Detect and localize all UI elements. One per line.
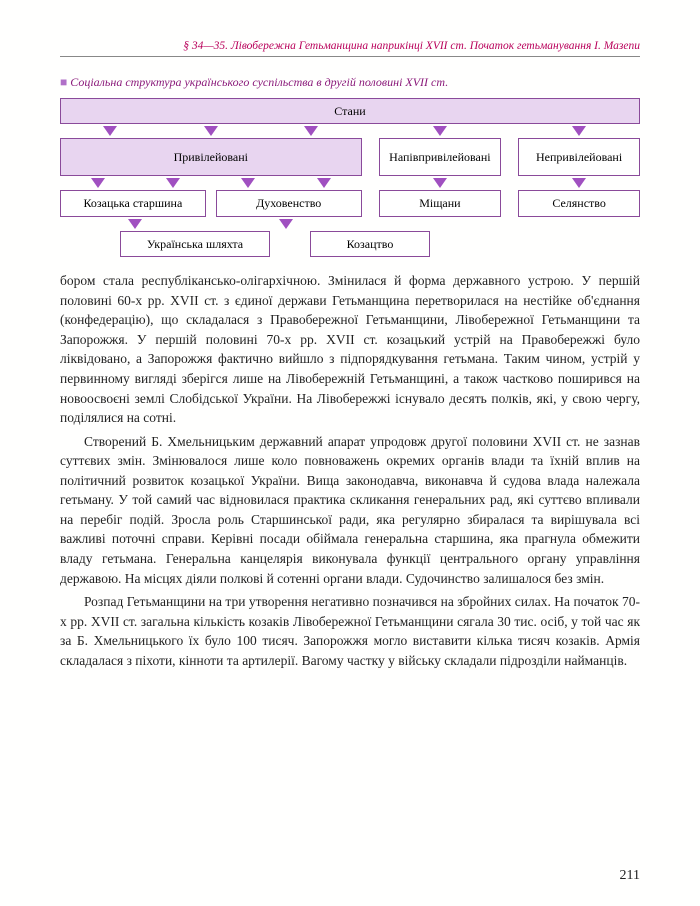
diagram-box-peasants: Селянство: [518, 190, 640, 216]
page-number: 211: [620, 868, 640, 884]
diagram-box-privileged: Привілейовані: [60, 138, 362, 176]
arrow-icon: [304, 126, 318, 136]
page-header: § 34—35. Лівобережна Гетьманщина наприкі…: [60, 40, 640, 57]
arrow-icon: [433, 178, 447, 188]
diagram-box-cossacks: Козацтво: [310, 231, 430, 257]
arrow-icon: [572, 178, 586, 188]
diagram-box-burghers: Міщани: [379, 190, 501, 216]
body-paragraph: бором стала республікансько-олігархічною…: [60, 271, 640, 428]
textbook-page: § 34—35. Лівобережна Гетьманщина наприкі…: [0, 0, 700, 906]
diagram-box-nonprivileged: Непривілейовані: [518, 138, 640, 176]
diagram-title: Соціальна структура українського суспіль…: [60, 75, 640, 90]
arrow-icon: [166, 178, 180, 188]
diagram-box-clergy: Духовенство: [216, 190, 362, 216]
diagram-box-nobility: Українська шляхта: [120, 231, 270, 257]
body-paragraph: Створений Б. Хмельницьким державний апар…: [60, 432, 640, 589]
arrow-icon: [241, 178, 255, 188]
arrow-icon: [128, 219, 142, 229]
arrow-icon: [572, 126, 586, 136]
social-structure-diagram: Стани Привілейовані Напівпривілейовані Н…: [60, 98, 640, 257]
arrow-icon: [91, 178, 105, 188]
diagram-box-semiprivileged: Напівпривілейовані: [379, 138, 501, 176]
arrow-icon: [279, 219, 293, 229]
body-paragraph: Розпад Гетьманщини на три утворення нега…: [60, 592, 640, 670]
arrow-icon: [103, 126, 117, 136]
diagram-box-root: Стани: [60, 98, 640, 124]
diagram-box-starshyna: Козацька старшина: [60, 190, 206, 216]
arrow-icon: [433, 126, 447, 136]
arrow-icon: [317, 178, 331, 188]
arrow-icon: [204, 126, 218, 136]
